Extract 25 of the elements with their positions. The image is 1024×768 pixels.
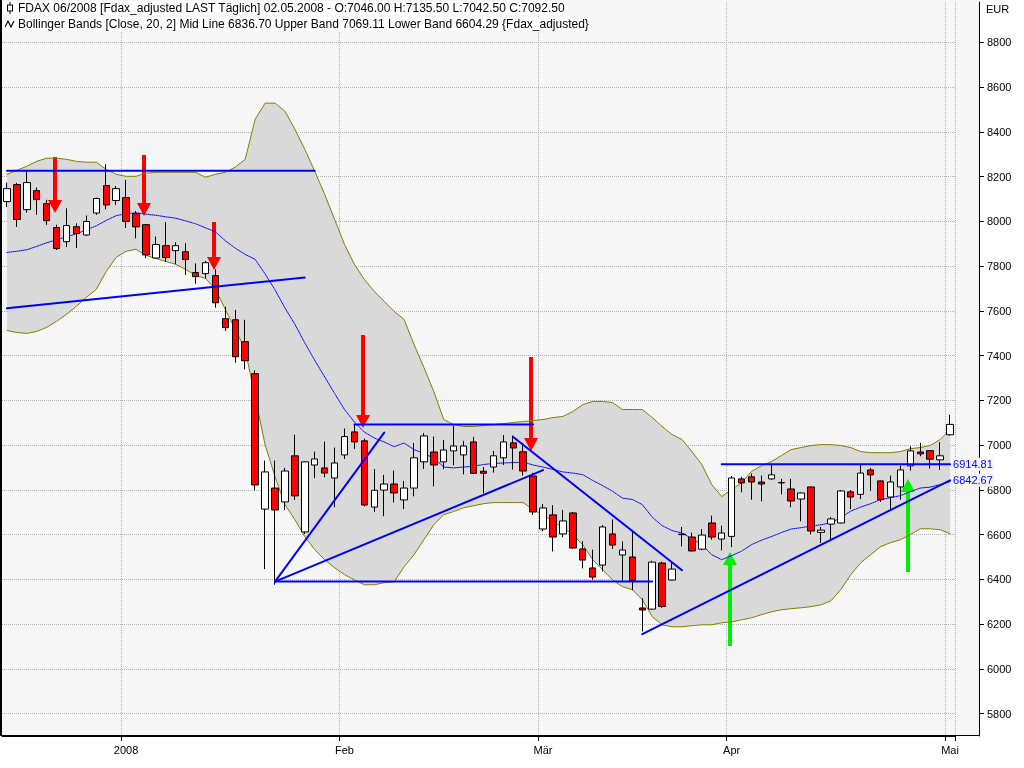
y-tick-label: 7000	[987, 439, 1012, 452]
y-tick-label: 8800	[987, 36, 1012, 49]
y-tick-label: 6400	[987, 573, 1012, 586]
x-tick-label: Feb	[335, 743, 354, 756]
y-tick-label: 7200	[987, 394, 1012, 407]
y-tick-label: 5800	[987, 707, 1012, 720]
x-tick-label: Mär	[533, 743, 553, 756]
y-tick-label: 8000	[987, 215, 1012, 228]
y-tick-label: 8400	[987, 125, 1012, 138]
y-tick-label: 6600	[987, 528, 1012, 541]
chart-title: FDAX 06/2008 [Fdax_adjusted LAST Täglich] 02.05.2008 - O:7046.00 H:7135.50 L:7042.50 C:7092.50	[18, 1, 565, 15]
x-tick-label: 2008	[113, 743, 139, 756]
x-tick-label: Apr	[723, 743, 741, 756]
y-tick-label: 6000	[987, 662, 1012, 675]
y-tick-label: 6200	[987, 618, 1012, 631]
y-axis-title: EUR	[986, 3, 1010, 15]
y-tick-label: 7800	[987, 260, 1012, 273]
data-label: 6842.67	[953, 474, 993, 487]
text: Bollinger Bands [Close, 20, 2] Mid Line 6836.70 Upper Band 7069.11 Lower Band 6604.29 {Fdax_adjusted}	[18, 17, 589, 31]
data-label: 6914.81	[953, 458, 993, 471]
y-tick-label: 8200	[987, 170, 1012, 183]
y-tick-label: 7400	[987, 349, 1012, 362]
x-tick-label: Mai	[941, 743, 959, 756]
y-tick-label: 7600	[987, 304, 1012, 317]
y-tick-label: 8600	[987, 81, 1012, 94]
